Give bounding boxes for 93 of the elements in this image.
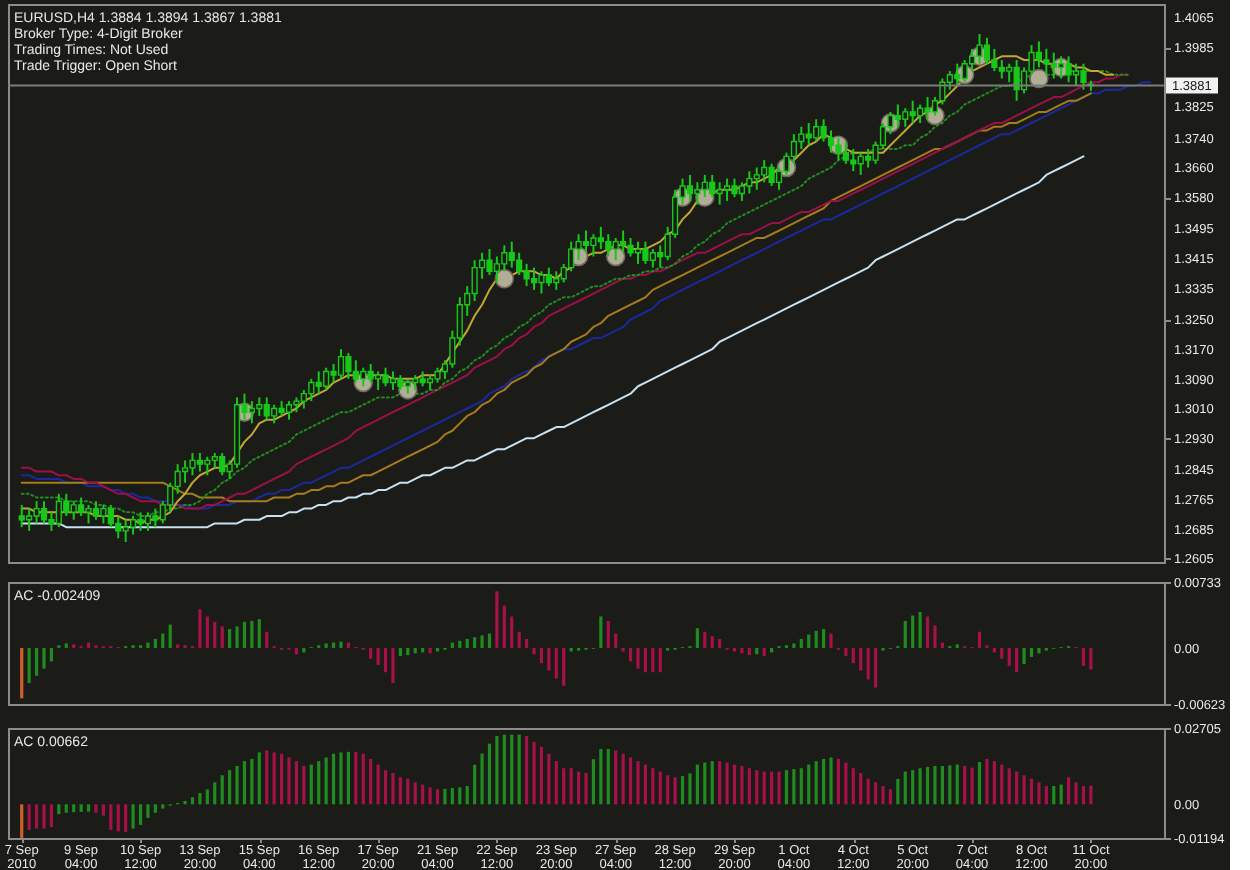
candlestick — [55, 492, 62, 529]
candlestick — [345, 351, 352, 380]
candlestick — [92, 500, 100, 521]
candlestick — [144, 511, 152, 532]
candlestick — [471, 259, 478, 302]
candlestick — [352, 359, 359, 384]
candlestick — [375, 370, 382, 391]
candlestick — [761, 159, 768, 184]
candlestick — [1006, 62, 1013, 84]
candlestick — [627, 236, 634, 258]
candlestick — [152, 507, 159, 529]
candlestick — [835, 136, 842, 162]
candlestick — [553, 270, 560, 291]
candlestick — [857, 151, 864, 176]
candlestick — [1050, 51, 1057, 80]
candlestick — [716, 181, 723, 206]
candlestick — [902, 107, 909, 128]
candlestick — [620, 229, 627, 254]
candlestick — [612, 236, 619, 262]
candlestick — [360, 366, 367, 388]
candlestick — [271, 403, 278, 425]
candlestick — [323, 366, 330, 391]
candlestick — [768, 162, 775, 188]
candlestick — [723, 177, 731, 202]
candlestick — [1043, 47, 1050, 76]
candlestick — [508, 240, 515, 269]
candlestick — [998, 58, 1005, 80]
candlestick — [842, 140, 849, 165]
candlestick — [263, 396, 270, 421]
candlestick — [78, 496, 85, 518]
candlestick — [686, 173, 694, 202]
candlestick — [545, 266, 552, 288]
candlestick — [917, 103, 924, 125]
candlestick — [308, 377, 315, 403]
candlestick — [709, 173, 716, 199]
candlestick — [70, 500, 77, 521]
candlestick — [634, 240, 642, 265]
candlestick — [382, 366, 389, 388]
candlestick — [813, 118, 820, 143]
candlestick — [219, 452, 226, 477]
candlestick — [605, 233, 612, 258]
candlestick — [486, 248, 493, 277]
candlestick — [33, 500, 40, 525]
candlestick — [196, 452, 204, 473]
candlestick — [894, 103, 901, 128]
candlestick — [137, 511, 144, 532]
candlestick — [189, 452, 196, 477]
candlestick — [850, 147, 857, 173]
candlestick — [805, 122, 812, 147]
point — [494, 269, 515, 289]
candlestick — [865, 147, 872, 169]
candlestick — [315, 370, 322, 395]
candlestick — [790, 133, 797, 165]
candlestick — [122, 518, 129, 543]
candlestick — [256, 396, 263, 417]
candlestick — [40, 500, 48, 525]
candlestick — [1065, 55, 1072, 84]
candlestick — [649, 248, 656, 269]
candlestick — [389, 370, 397, 391]
candlestick — [731, 177, 738, 199]
candlestick — [337, 348, 345, 380]
candlestick — [694, 181, 701, 206]
candlestick — [753, 166, 760, 191]
candlestick — [701, 173, 708, 199]
candlestick — [1058, 55, 1065, 80]
candlestick — [642, 240, 649, 265]
candlestick — [924, 96, 931, 121]
candlestick — [367, 363, 374, 384]
candlestick — [1080, 62, 1087, 91]
candlestick — [18, 503, 25, 529]
candlestick — [26, 507, 33, 532]
candlestick — [1072, 62, 1080, 87]
candlestick — [285, 400, 293, 421]
candlestick — [204, 455, 211, 477]
candlestick — [63, 492, 70, 518]
candlestick — [983, 36, 991, 65]
candlestick — [523, 262, 530, 288]
candlestick — [597, 225, 604, 251]
candlestick — [85, 503, 92, 525]
candlestick — [129, 515, 137, 536]
candlestick — [590, 233, 597, 258]
candlestick — [909, 99, 916, 125]
candlestick — [582, 229, 590, 254]
candlestick — [330, 363, 337, 384]
candlestick — [746, 170, 753, 195]
candlestick — [530, 266, 538, 291]
candlestick — [538, 270, 545, 295]
candlestick — [1035, 40, 1043, 69]
candlestick — [248, 400, 255, 425]
candlestick — [100, 503, 107, 525]
line-series — [20, 155, 1085, 529]
candlestick — [954, 62, 961, 87]
candlestick — [976, 33, 983, 65]
